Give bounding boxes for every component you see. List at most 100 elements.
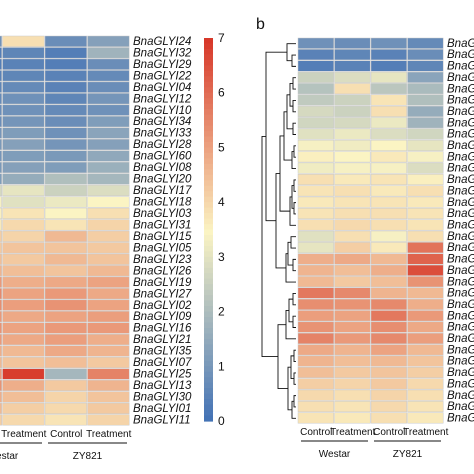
heatmap-cell [44, 414, 87, 426]
heatmap-cell [370, 185, 407, 197]
heatmap-cell [44, 116, 87, 128]
heatmap-cell [0, 35, 2, 47]
colorbar-segment [204, 92, 213, 99]
row-label: BnaG [447, 185, 474, 197]
row-label: BnaGLYI27 [133, 288, 192, 300]
heatmap-cell [87, 265, 130, 277]
row-label: BnaGLYI32 [133, 47, 192, 59]
heatmap-cell [0, 138, 2, 151]
heatmap-cell [0, 322, 2, 334]
heatmap-cell [44, 138, 87, 151]
dendrogram-branch [285, 310, 296, 340]
heatmap-cell [370, 60, 407, 72]
heatmap-cell [297, 355, 334, 367]
heatmap-cell [334, 49, 371, 61]
heatmap-cell [370, 401, 407, 413]
heatmap-cell [0, 81, 2, 93]
row-label: BnaGLYI26 [133, 265, 192, 277]
heatmap-cell [370, 412, 407, 424]
heatmap-cell [2, 333, 45, 346]
heatmap-cell [297, 378, 334, 390]
colorbar-segment [204, 262, 213, 269]
heatmap-cell [407, 298, 444, 310]
row-label: BnaG [447, 401, 474, 413]
heatmap-cell [2, 345, 45, 357]
colorbar-segment [204, 240, 213, 247]
row-label: BnaG [447, 265, 474, 277]
heatmap-cell [334, 378, 371, 390]
dendrogram-branch [291, 54, 296, 67]
colorbar-segment [204, 43, 213, 50]
colorbar-segment [204, 98, 213, 105]
row-label: BnaG [447, 299, 474, 311]
colorbar-segment [204, 59, 213, 66]
colorbar-segment [204, 229, 213, 236]
heatmap-cell [297, 401, 334, 413]
heatmap-cell [297, 310, 334, 322]
heatmap-cell [87, 391, 130, 403]
heatmap-cell [0, 70, 2, 82]
row-label: BnaG [447, 220, 474, 232]
heatmap-cell [2, 93, 45, 105]
heatmap-cell [87, 414, 130, 426]
dendrogram-branch [279, 135, 290, 212]
row-label: BnaGLYI29 [133, 59, 192, 71]
heatmap-cell [87, 242, 130, 254]
heatmap-cell [87, 93, 130, 105]
heatmap-cell [334, 208, 371, 220]
heatmap-cell [297, 389, 334, 401]
row-label: BnaG [447, 322, 474, 334]
row-label: BnaGLYI09 [133, 311, 192, 323]
heatmap-cell [0, 242, 2, 254]
heatmap-cell [297, 151, 334, 163]
heatmap-cell [407, 49, 444, 61]
heatmap-cell [87, 196, 130, 208]
heatmap-cell [370, 264, 407, 276]
heatmap-cell [370, 49, 407, 61]
colorbar-tick-label: 7 [218, 31, 225, 45]
row-label: BnaG [447, 72, 474, 84]
heatmap-cell [0, 391, 2, 403]
heatmap-cell [370, 389, 407, 401]
row-label: BnaGLYI11 [133, 414, 191, 426]
colorbar-segment [204, 306, 213, 313]
colorbar-segment [204, 371, 213, 378]
heatmap-cell [87, 116, 130, 128]
colorbar-segment [204, 382, 213, 389]
heatmap-cell [0, 207, 2, 219]
heatmap-cell [0, 288, 2, 300]
heatmap-cell [407, 287, 444, 299]
heatmap-cell [407, 105, 444, 117]
heatmap-cell [44, 322, 87, 334]
heatmap-cell [2, 207, 45, 219]
colorbar-segment [204, 410, 213, 417]
heatmap-panel-a: BnaGLYI24BnaGLYI32BnaGLYI29BnaGLYI22BnaG… [0, 35, 192, 462]
colorbar-segment [204, 399, 213, 406]
heatmap-cell [0, 379, 2, 392]
heatmap-cell [44, 299, 87, 311]
dendrogram-branch [261, 136, 278, 358]
heatmap-cell [2, 276, 45, 288]
dendrogram-branch [293, 145, 296, 158]
heatmap-cell [87, 299, 130, 311]
heatmap-cell [297, 105, 334, 117]
heatmap-cell [44, 173, 87, 185]
colorbar-segment [204, 109, 213, 116]
dendrogram-branch [290, 236, 296, 249]
dendrogram-branch [285, 253, 296, 283]
row-label: BnaG [447, 333, 474, 345]
colorbar-segment [204, 125, 213, 132]
heatmap-cell [407, 94, 444, 106]
row-label: BnaG [447, 83, 474, 95]
heatmap-cell [297, 264, 334, 276]
dendrogram-branch [292, 258, 296, 272]
row-label: BnaGLYI03 [133, 208, 192, 220]
row-label: BnaG [447, 197, 474, 209]
row-label: BnaGLYI17 [133, 185, 192, 197]
heatmap-cell [370, 162, 407, 174]
heatmap-cell [334, 60, 371, 72]
row-label: BnaGLYI20 [133, 174, 192, 186]
row-label: BnaG [447, 367, 474, 379]
heatmap-cell [407, 151, 444, 163]
heatmap-cell [407, 60, 444, 72]
